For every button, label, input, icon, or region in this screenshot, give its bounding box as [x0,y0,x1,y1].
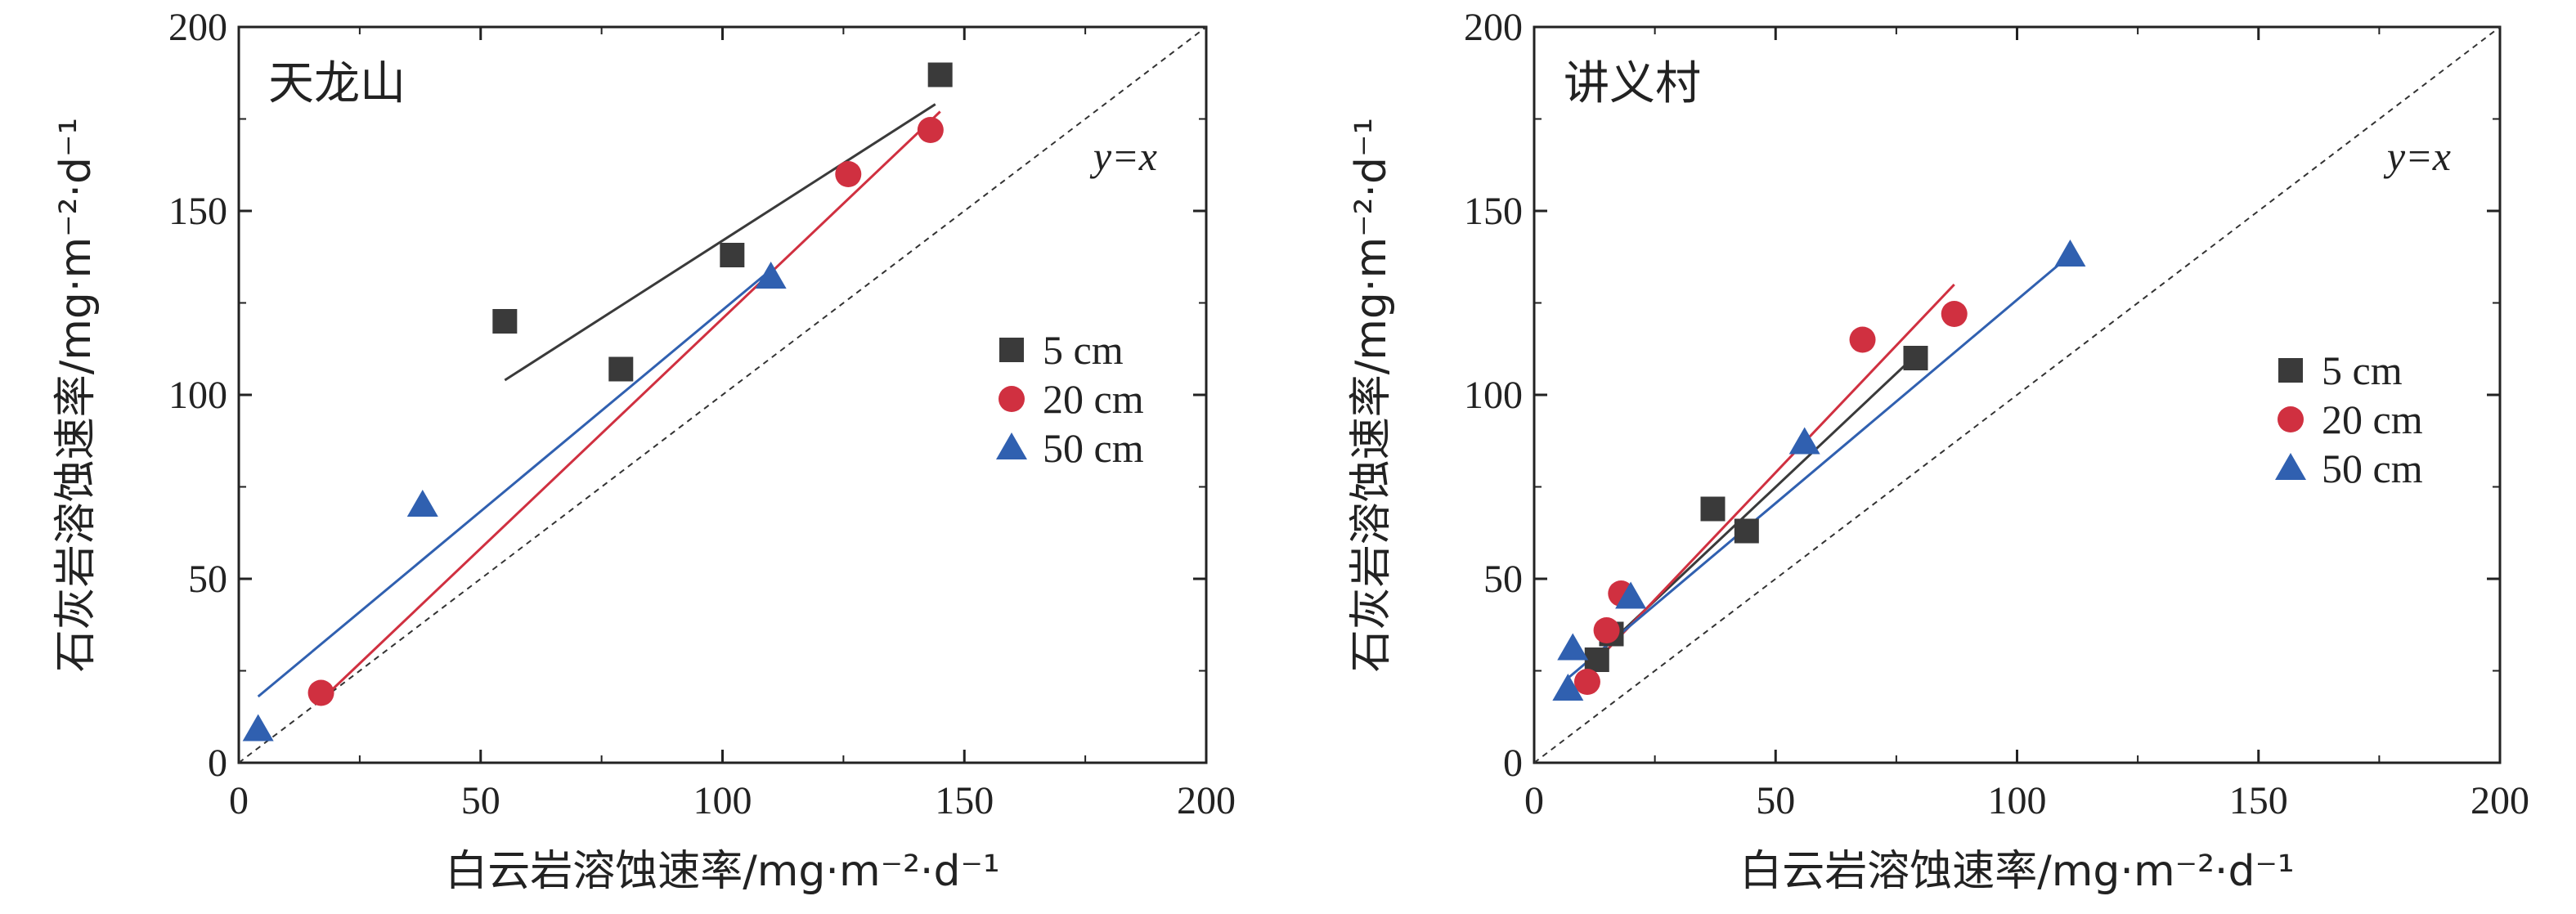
data-point-triangle [1557,633,1589,661]
y-tick-label: 50 [188,558,227,601]
legend-label: 50 cm [2322,446,2423,491]
fit-line-circle [1586,283,1955,672]
data-point-triangle [1552,674,1584,701]
legend-label: 5 cm [1043,327,1124,373]
x-tick-label: 100 [1988,779,2047,822]
y-axis-title: 石灰岩溶蚀速率/mg·m⁻²·d⁻¹ [1347,118,1396,673]
y-equals-x-line [1533,26,2501,764]
data-point-square [1903,346,1928,370]
data-point-square [492,309,518,334]
data-point-circle [1573,669,1600,695]
fit-line-triangle [257,268,772,698]
x-tick-label: 200 [1177,779,1236,822]
data-point-circle [307,679,334,706]
x-tick-label: 200 [2471,779,2529,822]
legend-marker-circle [2278,406,2304,432]
y-tick-label: 0 [1503,742,1523,785]
data-point-square [927,62,953,87]
x-tick-label: 150 [935,779,994,822]
y-equals-x-label: y=x [1089,133,1157,179]
fit-line-circle [320,110,941,701]
data-point-square [1584,647,1609,672]
data-point-circle [917,117,944,143]
legend-marker-square [2278,358,2303,383]
x-tick-label: 0 [1524,779,1544,822]
data-point-square [1700,496,1726,522]
y-tick-label: 150 [168,190,227,233]
y-tick-label: 50 [1483,558,1523,601]
panel-title: 讲义村 [1564,57,1701,110]
x-tick-label: 100 [693,779,752,822]
data-point-circle [1849,326,1876,353]
data-point-square [720,243,745,267]
legend-marker-circle [999,386,1025,412]
chart-panel-1: 0 50 100 150 200 0 50 100 150 200 白云岩溶蚀速率/mg·m⁻²·d… [52,6,1236,896]
y-tick-label: 100 [1464,374,1523,417]
x-tick-label: 0 [229,779,249,822]
data-point-triangle [1615,581,1647,609]
data-point-triangle [242,714,274,742]
y-tick-label: 150 [1464,190,1523,233]
legend-label: 5 cm [2322,347,2403,393]
legend-marker-triangle [996,432,1027,459]
data-point-circle [835,161,862,187]
data-point-triangle [1788,427,1820,455]
chart-panel-2: 0 50 100 150 200 0 50 100 150 200 白云岩溶蚀速率/mg·m⁻²·d… [1347,6,2529,896]
y-axis-title: 石灰岩溶蚀速率/mg·m⁻²·d⁻¹ [52,118,101,673]
data-point-triangle [755,262,787,289]
x-tick-label: 50 [1756,779,1795,822]
y-tick-label: 200 [1464,6,1523,49]
y-tick-label: 100 [168,374,227,417]
data-point-triangle [406,490,438,517]
legend-label: 20 cm [2322,397,2423,442]
y-equals-x-label: y=x [2383,133,2451,179]
data-point-triangle [2054,240,2086,267]
fit-line-triangle [1567,253,2071,679]
panel-title: 天龙山 [268,57,406,110]
data-point-square [1734,518,1759,544]
y-equals-x-line [238,26,1207,764]
x-tick-label: 50 [461,779,500,822]
x-axis-title: 白云岩溶蚀速率/mg·m⁻²·d⁻¹ [1739,847,2295,896]
fit-line-square [504,103,936,382]
legend-label: 20 cm [1043,376,1144,422]
y-tick-label: 0 [208,742,227,785]
legend-marker-square [999,338,1024,362]
data-point-square [608,356,634,382]
x-axis-title: 白云岩溶蚀速率/mg·m⁻²·d⁻¹ [445,847,1000,896]
x-tick-label: 150 [2229,779,2288,822]
y-tick-label: 200 [168,6,227,49]
data-point-circle [1593,617,1620,643]
legend-marker-triangle [2275,453,2306,480]
data-point-circle [1941,301,1968,327]
legend-label: 50 cm [1043,425,1144,471]
